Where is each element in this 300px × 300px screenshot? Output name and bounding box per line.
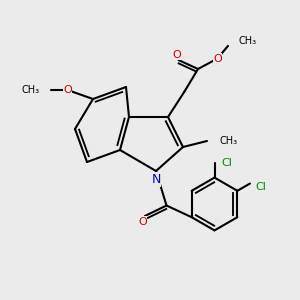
Text: O: O (172, 50, 182, 60)
Text: N: N (151, 173, 161, 186)
Text: CH₃: CH₃ (22, 85, 40, 95)
Text: O: O (138, 217, 147, 227)
Text: Cl: Cl (221, 158, 232, 168)
Text: CH₃: CH₃ (220, 136, 238, 146)
Text: O: O (213, 53, 222, 64)
Text: Cl: Cl (255, 182, 266, 192)
Text: CH₃: CH₃ (238, 36, 256, 46)
Text: O: O (63, 85, 72, 95)
